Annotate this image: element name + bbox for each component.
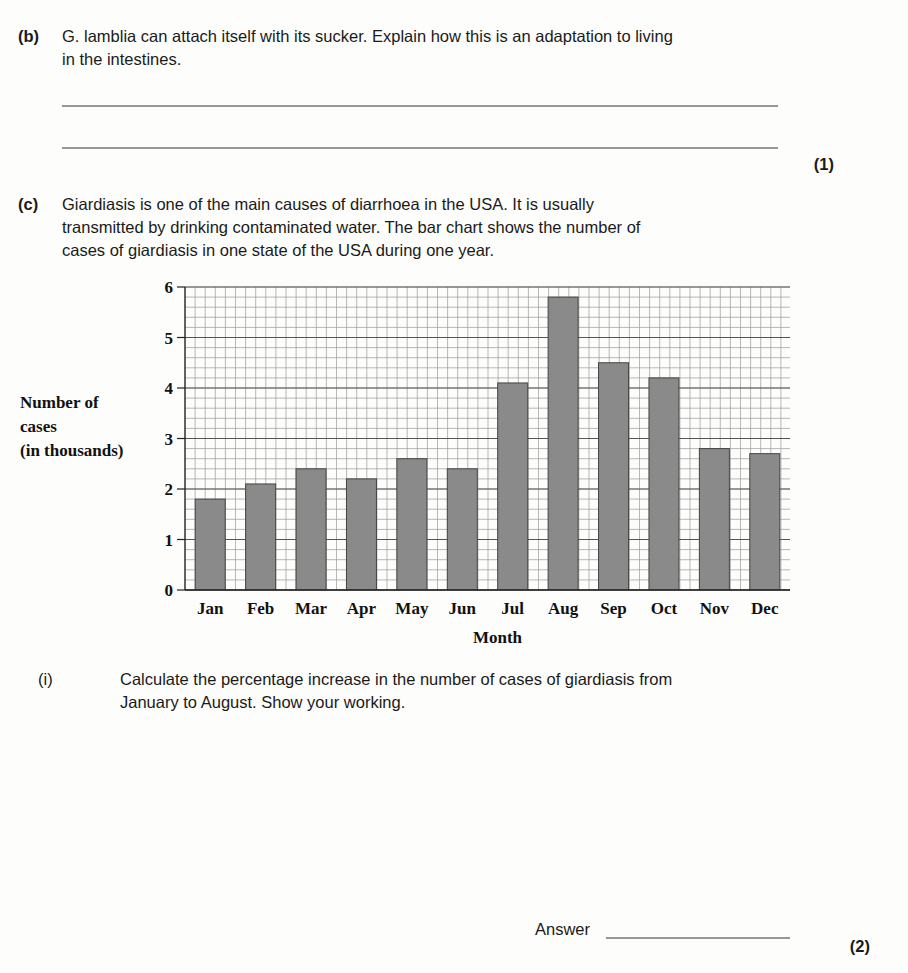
y-tick-label: 1 <box>165 531 174 550</box>
question-text: G. lamblia can attach itself with its su… <box>62 27 673 45</box>
x-tick-label: Nov <box>700 599 730 618</box>
minor-grid-line <box>185 388 790 389</box>
x-tick-label: Jun <box>449 599 477 618</box>
bar <box>447 469 477 590</box>
answer-line <box>62 148 778 149</box>
marks: (2) <box>850 937 870 955</box>
bar <box>296 469 326 590</box>
bar <box>498 383 528 590</box>
question-text: Calculate the percentage increase in the… <box>120 670 672 688</box>
marks: (1) <box>814 155 834 173</box>
grid-line <box>185 337 790 338</box>
question-text: cases of giardiasis in one state of the … <box>62 241 494 259</box>
answer-line <box>62 106 778 107</box>
question-text: January to August. Show your working. <box>120 693 405 711</box>
bar <box>649 378 679 590</box>
answer-line <box>606 938 790 939</box>
y-tick <box>177 438 185 439</box>
question-label: (b) <box>18 27 39 45</box>
y-tick <box>177 286 185 287</box>
x-tick-label: Jan <box>197 599 224 618</box>
y-tick-label: 5 <box>165 329 174 348</box>
y-tick <box>177 488 185 489</box>
grid-line <box>185 287 790 288</box>
y-tick-label: 4 <box>165 379 174 398</box>
x-tick-label: Oct <box>651 599 678 618</box>
x-tick-label: Feb <box>247 599 274 618</box>
y-tick-label: 6 <box>165 278 174 297</box>
page-root: (b) G. lamblia can attach itself with its… <box>0 0 908 973</box>
y-axis-label: cases <box>20 417 57 436</box>
question-text: transmitted by drinking contaminated wat… <box>62 218 641 236</box>
x-tick-label: Jul <box>501 599 524 618</box>
minor-grid-line <box>185 337 790 338</box>
bar <box>599 363 629 590</box>
y-axis-label: Number of <box>20 393 99 412</box>
bars <box>195 297 780 590</box>
bar <box>195 499 225 590</box>
question-label: (c) <box>18 195 38 213</box>
y-tick <box>177 539 185 540</box>
chart: 0 1 2 3 4 5 6 Jan Feb Mar Apr May Jun Jul Aug Sep Oct Nov… <box>20 278 790 647</box>
minor-grid-line <box>185 287 790 288</box>
bar <box>699 449 729 590</box>
y-tick-label: 0 <box>165 581 174 600</box>
y-axis-label: (in thousands) <box>20 441 123 460</box>
grid-line <box>185 590 790 591</box>
question-text: Giardiasis is one of the main causes of … <box>62 195 595 213</box>
x-tick-label: Apr <box>347 599 377 618</box>
bar <box>548 297 578 590</box>
bar <box>246 484 276 590</box>
x-tick-label: Aug <box>548 599 579 618</box>
x-tick-label: May <box>395 599 429 618</box>
bar <box>750 454 780 590</box>
y-tick-label: 3 <box>165 430 174 449</box>
bar <box>346 479 376 590</box>
minor-grid-line <box>185 590 790 591</box>
x-tick-label: Mar <box>295 599 328 618</box>
y-tick <box>177 337 185 338</box>
page: (b) G. lamblia can attach itself with its… <box>0 0 908 973</box>
x-tick-label: Sep <box>600 599 626 618</box>
question-text: in the intestines. <box>62 50 181 68</box>
grid <box>185 287 790 590</box>
bar <box>397 459 427 590</box>
y-tick <box>177 387 185 388</box>
grid-line <box>185 388 790 389</box>
paper <box>0 0 908 973</box>
x-axis <box>185 589 790 590</box>
minor-grid-line <box>185 438 790 439</box>
x-tick-label: Dec <box>751 599 779 618</box>
x-axis-label: Month <box>473 628 523 647</box>
question-label: (i) <box>38 670 53 688</box>
answer-label: Answer <box>535 920 591 938</box>
y-tick <box>177 589 185 590</box>
grid-line <box>185 438 790 439</box>
y-tick-label: 2 <box>165 480 174 499</box>
